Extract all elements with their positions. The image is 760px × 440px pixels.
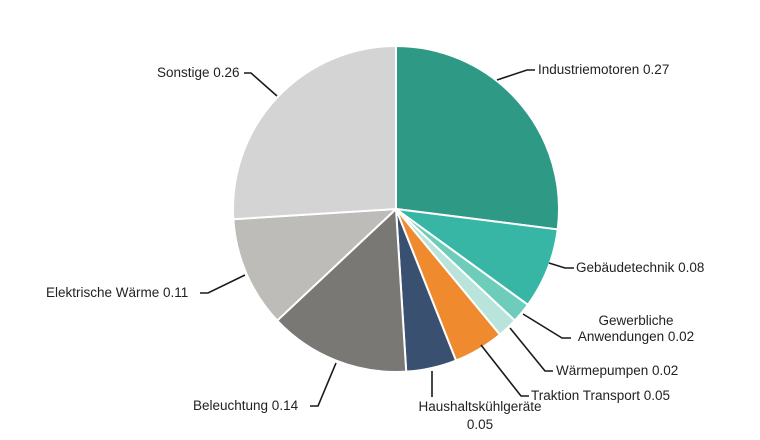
- label-gewerbliche-anwendungen: Gewerbliche Anwendungen 0.02: [572, 313, 700, 345]
- pie-slice-industriemotoren: [395, 45, 560, 231]
- label-industriemotoren: Industriemotoren 0.27: [538, 62, 670, 77]
- leader-elektrische-waerme: [200, 274, 246, 294]
- label-sonstige: Sonstige 0.26: [157, 65, 240, 80]
- label-haushalt-line1: Haushaltskühlgeräte: [418, 399, 542, 414]
- leader-gewerbliche: [522, 313, 571, 339]
- label-waermepumpen: Wärmepumpen 0.02: [556, 363, 679, 378]
- pie-slice-beleuchtung: [276, 208, 408, 374]
- leader-waermepumpen: [509, 327, 553, 372]
- label-traktion-transport: Traktion Transport 0.05: [531, 388, 671, 403]
- label-haushaltskuehlgeraete: Haushaltskühlgeräte 0.05: [410, 399, 550, 433]
- leader-gebaeudetechnik: [548, 262, 574, 269]
- label-beleuchtung: Beleuchtung 0.14: [193, 398, 299, 413]
- leader-beleuchtung: [310, 362, 337, 407]
- label-elektrische-waerme: Elektrische Wärme 0.11: [46, 285, 189, 300]
- leader-traktion: [480, 344, 529, 397]
- leader-industriemotoren: [496, 69, 535, 81]
- pie-slice-sonstige: [231, 45, 397, 221]
- label-gewerbliche-line1: Gewerbliche: [598, 313, 674, 328]
- leader-lines: [200, 69, 574, 407]
- pie-slices: [231, 45, 560, 374]
- label-haushalt-line2: 0.05: [466, 417, 494, 432]
- leader-sonstige: [244, 72, 278, 97]
- label-gebaeudetechnik: Gebäudetechnik 0.08: [576, 260, 705, 275]
- pie-slice-elektrische-w-rme: [232, 208, 397, 322]
- label-gewerbliche-line2: Anwendungen 0.02: [577, 329, 695, 344]
